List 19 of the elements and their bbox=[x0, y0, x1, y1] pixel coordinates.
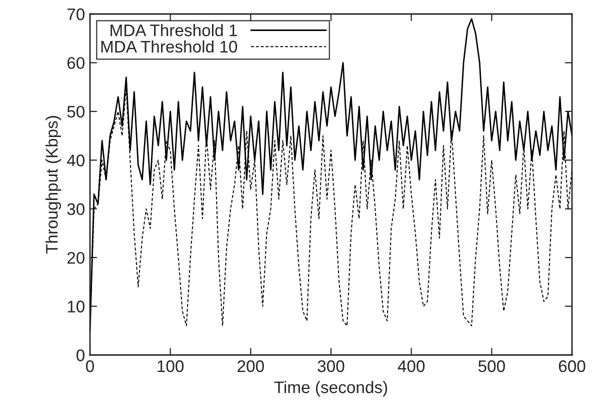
y-tick-label: 0 bbox=[76, 349, 84, 362]
y-tick-label: 60 bbox=[67, 57, 84, 69]
x-tick-label: 400 bbox=[398, 360, 425, 372]
y-tick-label: 50 bbox=[67, 106, 84, 118]
x-tick-label: 0 bbox=[86, 360, 94, 372]
y-tick-label: 10 bbox=[68, 300, 84, 312]
x-tick-label: 600 bbox=[558, 360, 586, 372]
x-tick-label: 200 bbox=[238, 360, 264, 372]
x-tick-label: 500 bbox=[478, 360, 505, 372]
y-tick-label: 70 bbox=[67, 8, 84, 20]
legend-label: MDA Threshold 1 bbox=[110, 24, 237, 36]
y-tick-label: 30 bbox=[67, 203, 84, 216]
y-tick-label: 40 bbox=[66, 154, 84, 166]
legend-label: MDA Threshold 10 bbox=[101, 40, 238, 53]
x-axis-title: Time (seconds) bbox=[274, 380, 388, 396]
x-tick-label: 300 bbox=[318, 360, 344, 372]
x-tick-label: 100 bbox=[158, 360, 184, 372]
y-tick-label: 20 bbox=[67, 252, 84, 264]
y-axis-title: Throughput (Kbps) bbox=[46, 116, 62, 254]
